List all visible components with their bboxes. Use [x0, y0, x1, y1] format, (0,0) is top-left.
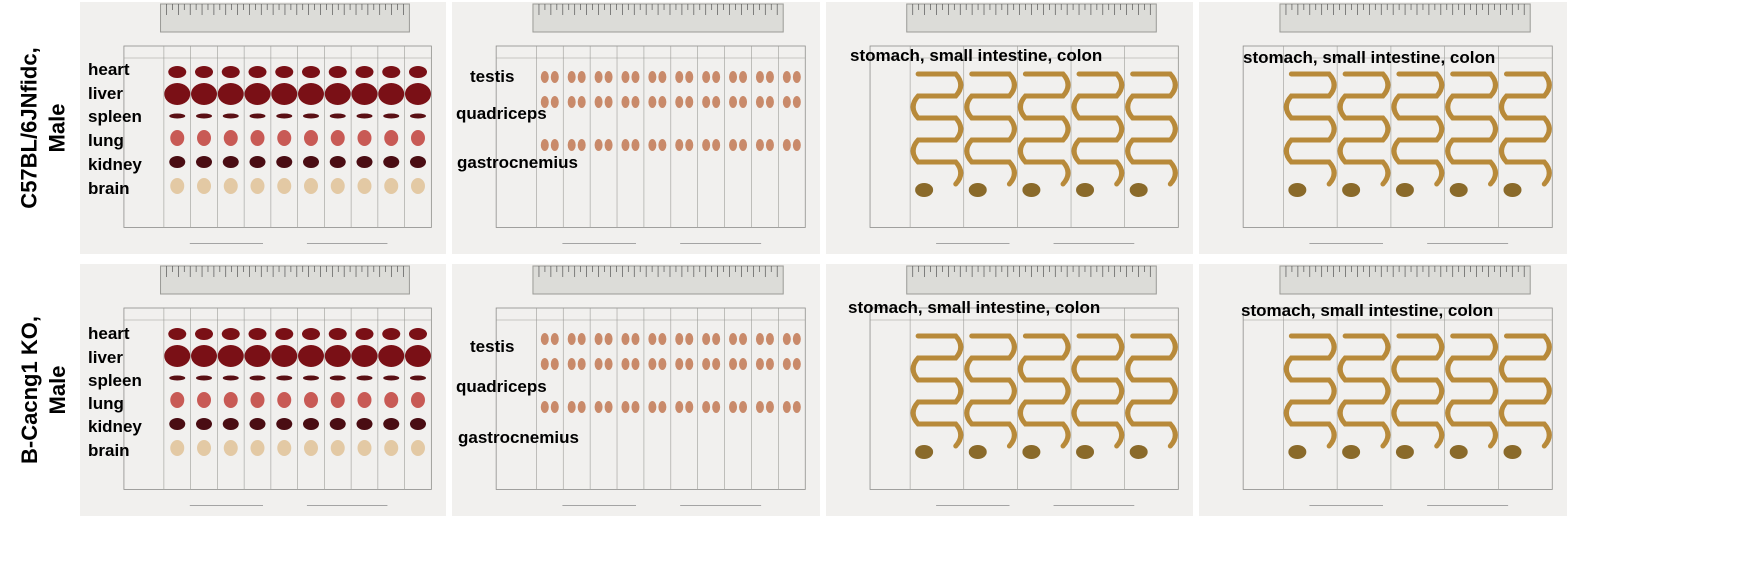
label-heart: heart: [88, 60, 130, 79]
photo-gi-wildtype-1-image: [826, 2, 1193, 254]
label-testis: testis: [470, 337, 515, 356]
label-brain: brain: [88, 179, 130, 198]
label-quadriceps: quadriceps: [456, 104, 547, 123]
label-liver: liver: [88, 348, 123, 367]
photo-gi-knockout-2-image: [1199, 264, 1567, 516]
row-label-knockout-line1: B-Cacng1 KO,: [17, 316, 43, 464]
photo-muscles-knockout-image: [452, 264, 820, 516]
label-heart: heart: [88, 324, 130, 343]
photo-organs-knockout: heart liver spleen lung kidney brain: [80, 264, 446, 516]
row-label-knockout: B-Cacng1 KO, Male: [0, 262, 88, 518]
label-spleen: spleen: [88, 107, 142, 126]
row-label-wildtype: C57BL/6JNfidc, Male: [0, 0, 88, 256]
photo-muscles-wildtype: testis quadriceps gastrocnemius: [452, 2, 820, 254]
label-gi: stomach, small intestine, colon: [1241, 301, 1494, 320]
label-spleen: spleen: [88, 371, 142, 390]
photo-organs-wildtype-image: [80, 2, 446, 254]
photo-organs-knockout-image: [80, 264, 446, 516]
label-brain: brain: [88, 441, 130, 460]
row-label-wildtype-line2: Male: [45, 103, 71, 153]
photo-muscles-knockout: testis quadriceps gastrocnemius: [452, 264, 820, 516]
label-quadriceps: quadriceps: [456, 377, 547, 396]
label-gi: stomach, small intestine, colon: [848, 298, 1101, 317]
label-gastrocnemius: gastrocnemius: [457, 153, 578, 172]
row-label-knockout-line2: Male: [45, 365, 71, 415]
label-gi: stomach, small intestine, colon: [1243, 48, 1496, 67]
row-label-wildtype-line1: C57BL/6JNfidc,: [17, 47, 43, 209]
label-testis: testis: [470, 67, 515, 86]
label-gastrocnemius: gastrocnemius: [458, 428, 579, 447]
label-kidney: kidney: [88, 417, 142, 436]
photo-gi-knockout-1-image: [826, 264, 1193, 516]
photo-gi-wildtype-2-image: [1199, 2, 1567, 254]
label-kidney: kidney: [88, 155, 142, 174]
photo-organs-wildtype: heart liver spleen lung kidney brain: [80, 2, 446, 254]
label-liver: liver: [88, 84, 123, 103]
photo-muscles-wildtype-image: [452, 2, 820, 254]
label-lung: lung: [88, 131, 124, 150]
photo-gi-knockout-2: stomach, small intestine, colon: [1199, 264, 1567, 516]
label-lung: lung: [88, 394, 124, 413]
photo-gi-wildtype-1: stomach, small intestine, colon: [826, 2, 1193, 254]
label-gi: stomach, small intestine, colon: [850, 46, 1103, 65]
photo-gi-knockout-1: stomach, small intestine, colon: [826, 264, 1193, 516]
photo-gi-wildtype-2: stomach, small intestine, colon: [1199, 2, 1567, 254]
